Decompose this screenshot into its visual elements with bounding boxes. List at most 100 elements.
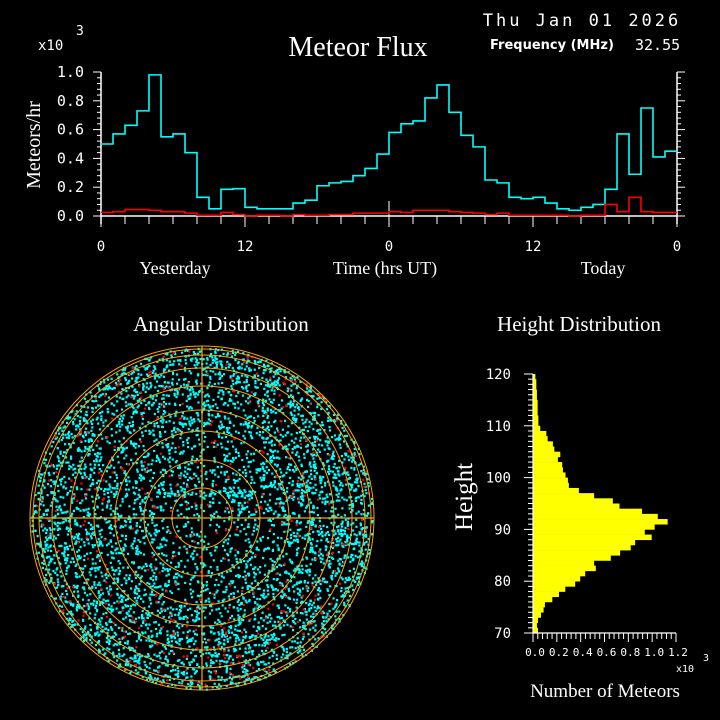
scatter-point	[93, 463, 97, 466]
scatter-point	[155, 394, 158, 397]
scatter-point	[187, 407, 191, 410]
scatter-point	[301, 414, 304, 417]
scatter-point	[57, 527, 60, 530]
scatter-point	[258, 431, 261, 434]
scatter-point	[202, 609, 205, 613]
scatter-point	[230, 580, 233, 583]
scatter-point	[55, 586, 58, 589]
scatter-point	[153, 425, 156, 428]
scatter-point	[126, 613, 129, 616]
scatter-point	[144, 664, 147, 667]
scatter-point	[229, 459, 232, 462]
scatter-point	[262, 365, 265, 368]
scatter-point	[148, 532, 151, 535]
scatter-point	[273, 431, 276, 434]
scatter-point	[106, 488, 109, 491]
scatter-point	[322, 623, 325, 626]
scatter-point	[140, 460, 143, 463]
scatter-point	[158, 458, 161, 461]
scatter-point	[51, 464, 55, 467]
scatter-point	[188, 545, 191, 548]
scatter-point	[264, 627, 268, 630]
scatter-point	[37, 543, 40, 546]
scatter-point	[163, 405, 166, 408]
scatter-point	[149, 585, 152, 588]
scatter-point	[148, 432, 151, 435]
scatter-point	[273, 381, 276, 384]
scatter-point	[270, 441, 273, 444]
scatter-point	[262, 414, 265, 417]
scatter-point	[54, 481, 57, 484]
scatter-point	[140, 402, 143, 405]
scatter-point	[93, 516, 96, 519]
scatter-point	[249, 545, 252, 548]
scatter-point	[254, 601, 257, 605]
scatter-point	[329, 562, 332, 565]
scatter-point	[192, 418, 196, 421]
scatter-point	[283, 474, 286, 477]
scatter-point	[170, 670, 173, 673]
scatter-point	[92, 400, 95, 403]
scatter-point	[326, 530, 329, 534]
scatter-point	[308, 538, 311, 541]
scatter-point	[150, 630, 153, 633]
scatter-point	[96, 553, 99, 557]
scatter-point	[272, 568, 275, 571]
scatter-point	[244, 659, 248, 662]
scatter-point	[113, 471, 116, 474]
scatter-point	[289, 411, 292, 414]
scatter-point	[91, 410, 94, 413]
scatter-point	[331, 510, 334, 513]
scatter-point	[268, 665, 271, 669]
scatter-point	[86, 538, 90, 541]
scatter-point	[190, 419, 193, 422]
scatter-point	[171, 371, 175, 374]
scatter-point	[189, 416, 192, 419]
scatter-point	[261, 406, 264, 409]
scatter-point	[151, 612, 154, 615]
scatter-point	[257, 568, 260, 571]
scatter-point	[141, 422, 144, 425]
scatter-point	[107, 659, 110, 663]
scatter-point	[183, 605, 186, 608]
scatter-point	[163, 409, 166, 412]
scatter-point	[119, 611, 122, 614]
scatter-point	[110, 620, 113, 624]
scatter-point	[151, 585, 154, 588]
scatter-point	[284, 376, 287, 379]
scatter-point	[153, 582, 156, 585]
scatter-point	[162, 370, 165, 373]
scatter-point	[287, 596, 290, 599]
scatter-point	[138, 550, 141, 553]
scatter-point	[103, 493, 106, 496]
scatter-point	[314, 624, 317, 627]
scatter-point	[194, 396, 197, 399]
scatter-point	[107, 593, 110, 596]
scatter-point	[250, 426, 253, 429]
scatter-point	[66, 613, 69, 616]
scatter-point	[331, 515, 334, 518]
scatter-point	[337, 492, 341, 495]
scatter-point	[43, 550, 46, 553]
scatter-point	[61, 433, 64, 436]
scatter-point	[251, 649, 255, 653]
scatter-point	[162, 615, 165, 619]
scatter-point	[34, 529, 37, 532]
scatter-point	[262, 652, 265, 655]
scatter-point	[340, 523, 343, 526]
scatter-point	[218, 389, 221, 392]
scatter-point	[266, 416, 269, 419]
scatter-point	[297, 489, 300, 492]
scatter-point	[240, 561, 243, 564]
scatter-point	[151, 634, 154, 637]
scatter-point	[260, 463, 263, 466]
scatter-point	[167, 458, 170, 461]
scatter-point	[255, 546, 258, 549]
scatter-point	[162, 518, 165, 521]
scatter-point	[166, 675, 169, 678]
scatter-point	[111, 458, 114, 462]
scatter-point	[207, 395, 211, 398]
scatter-point	[306, 571, 309, 574]
scatter-point	[169, 495, 172, 498]
scatter-point	[211, 501, 214, 504]
